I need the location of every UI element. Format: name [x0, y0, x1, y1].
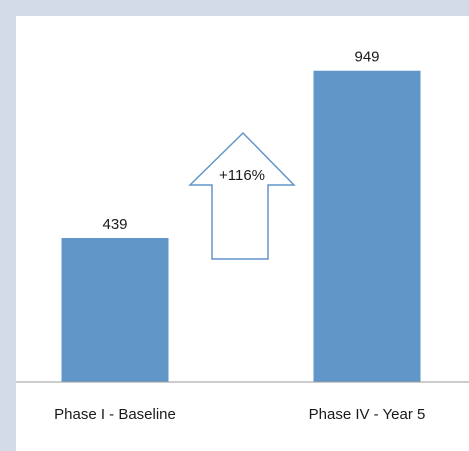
data-label-phase-iv: 949: [354, 49, 379, 66]
data-label-phase-i: 439: [102, 216, 127, 233]
increase-arrow-annotation: +116%: [188, 131, 296, 260]
bar-chart: 439 949 Phase I - Baseline Phase IV - Ye…: [16, 49, 469, 423]
bar-phase-iv: [313, 70, 421, 382]
bars-group: [61, 70, 421, 382]
percent-change-label: +116%: [219, 167, 265, 184]
x-tick-label-phase-iv: Phase IV - Year 5: [309, 406, 426, 423]
x-tick-label-phase-i: Phase I - Baseline: [54, 406, 176, 423]
chart-panel: 439 949 Phase I - Baseline Phase IV - Ye…: [16, 16, 469, 451]
up-arrow-icon: [188, 131, 296, 260]
bar-phase-i: [61, 238, 169, 382]
